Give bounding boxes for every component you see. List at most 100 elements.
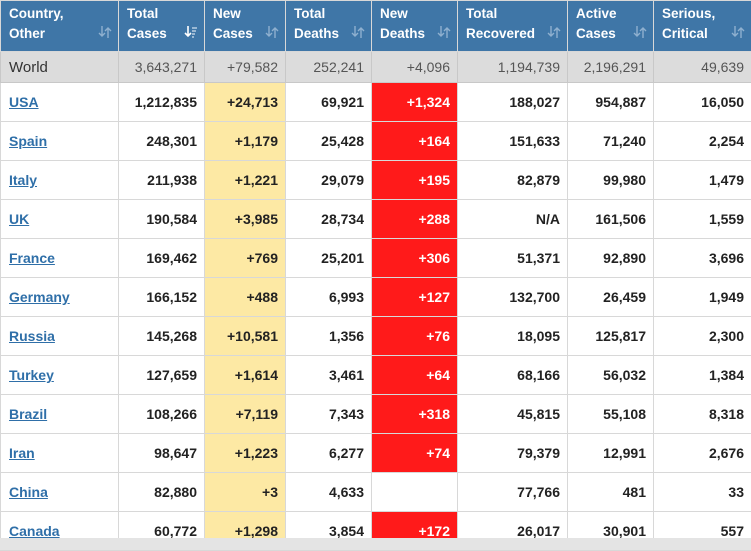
country-name-cell: China: [1, 473, 119, 512]
total-recovered-cell: 151,633: [458, 122, 568, 161]
column-header-new-deaths[interactable]: New Deaths: [372, 1, 458, 52]
total-cases-cell: 98,647: [119, 434, 205, 473]
new-cases-cell: +3: [205, 473, 286, 512]
total-deaths-cell: 25,201: [286, 239, 372, 278]
total-deaths-cell: 28,734: [286, 200, 372, 239]
sort-arrows-icon[interactable]: [265, 24, 279, 40]
column-header-label: Deaths: [294, 26, 339, 41]
new-cases-cell: +7,119: [205, 395, 286, 434]
serious-critical-cell: 2,300: [654, 317, 751, 356]
column-header-label: Critical: [662, 26, 708, 41]
active-cases-cell: 55,108: [568, 395, 654, 434]
column-header-label: Total: [127, 1, 204, 24]
total-deaths-cell: 69,921: [286, 83, 372, 122]
country-link[interactable]: Spain: [9, 133, 47, 149]
total-recovered-cell: 45,815: [458, 395, 568, 434]
country-name-cell: Iran: [1, 434, 119, 473]
serious-critical-cell: 3,696: [654, 239, 751, 278]
new-cases-cell: +1,223: [205, 434, 286, 473]
total-deaths-cell: 25,428: [286, 122, 372, 161]
total-cases-cell: 145,268: [119, 317, 205, 356]
column-header-new-cases[interactable]: New Cases: [205, 1, 286, 52]
country-name-cell: Germany: [1, 278, 119, 317]
sort-arrows-icon[interactable]: [98, 24, 112, 40]
country-link[interactable]: China: [9, 484, 48, 500]
column-header-label: Deaths: [380, 26, 425, 41]
column-header-serious-critical[interactable]: Serious, Critical: [654, 1, 751, 52]
world-active-cases-cell: 2,196,291: [568, 52, 654, 83]
active-cases-cell: 56,032: [568, 356, 654, 395]
new-deaths-cell: +76: [372, 317, 458, 356]
new-cases-cell: +1,179: [205, 122, 286, 161]
country-name-cell: Spain: [1, 122, 119, 161]
column-header-active-cases[interactable]: Active Cases: [568, 1, 654, 52]
new-deaths-cell: +127: [372, 278, 458, 317]
column-header-label: Country,: [9, 1, 118, 24]
active-cases-cell: 71,240: [568, 122, 654, 161]
active-cases-cell: 161,506: [568, 200, 654, 239]
sort-arrows-icon[interactable]: [731, 24, 745, 40]
column-header-label: Serious,: [662, 1, 751, 24]
new-deaths-cell: +74: [372, 434, 458, 473]
total-deaths-cell: 7,343: [286, 395, 372, 434]
total-deaths-cell: 6,993: [286, 278, 372, 317]
total-recovered-cell: 18,095: [458, 317, 568, 356]
country-link[interactable]: Germany: [9, 289, 70, 305]
column-header-label: Recovered: [466, 26, 535, 41]
total-cases-cell: 1,212,835: [119, 83, 205, 122]
country-link[interactable]: USA: [9, 94, 39, 110]
serious-critical-cell: 1,384: [654, 356, 751, 395]
column-header-total-deaths[interactable]: Total Deaths: [286, 1, 372, 52]
column-header-label: Cases: [213, 26, 253, 41]
column-header-total-cases[interactable]: Total Cases: [119, 1, 205, 52]
serious-critical-cell: 2,676: [654, 434, 751, 473]
total-recovered-cell: N/A: [458, 200, 568, 239]
new-deaths-cell: +318: [372, 395, 458, 434]
active-cases-cell: 481: [568, 473, 654, 512]
total-cases-cell: 166,152: [119, 278, 205, 317]
sort-arrows-icon[interactable]: [633, 24, 647, 40]
total-deaths-cell: 3,461: [286, 356, 372, 395]
total-cases-cell: 108,266: [119, 395, 205, 434]
country-link[interactable]: France: [9, 250, 55, 266]
sort-arrows-icon[interactable]: [351, 24, 365, 40]
country-link[interactable]: Italy: [9, 172, 37, 188]
active-cases-cell: 125,817: [568, 317, 654, 356]
country-link[interactable]: Canada: [9, 523, 60, 539]
country-link[interactable]: Brazil: [9, 406, 47, 422]
country-link[interactable]: Iran: [9, 445, 35, 461]
country-link[interactable]: UK: [9, 211, 29, 227]
total-recovered-cell: 82,879: [458, 161, 568, 200]
world-total-deaths-cell: 252,241: [286, 52, 372, 83]
new-cases-cell: +1,221: [205, 161, 286, 200]
column-header-label: New: [380, 1, 457, 24]
total-recovered-cell: 51,371: [458, 239, 568, 278]
active-cases-cell: 99,980: [568, 161, 654, 200]
world-serious-critical-cell: 49,639: [654, 52, 751, 83]
column-header-total-recovered[interactable]: Total Recovered: [458, 1, 568, 52]
sort-descending-icon[interactable]: [184, 24, 198, 40]
new-deaths-cell: +64: [372, 356, 458, 395]
country-name-cell: UK: [1, 200, 119, 239]
total-deaths-cell: 29,079: [286, 161, 372, 200]
horizontal-scrollbar[interactable]: [0, 538, 751, 550]
serious-critical-cell: 33: [654, 473, 751, 512]
new-cases-cell: +1,614: [205, 356, 286, 395]
sort-arrows-icon[interactable]: [547, 24, 561, 40]
world-total-recovered-cell: 1,194,739: [458, 52, 568, 83]
country-link[interactable]: Turkey: [9, 367, 54, 383]
country-link[interactable]: Russia: [9, 328, 55, 344]
new-deaths-cell: [372, 473, 458, 512]
serious-critical-cell: 1,479: [654, 161, 751, 200]
total-recovered-cell: 77,766: [458, 473, 568, 512]
sort-arrows-icon[interactable]: [437, 24, 451, 40]
total-recovered-cell: 188,027: [458, 83, 568, 122]
new-deaths-cell: +306: [372, 239, 458, 278]
column-header-label: Other: [9, 26, 45, 41]
column-header-country[interactable]: Country, Other: [1, 1, 119, 52]
active-cases-cell: 954,887: [568, 83, 654, 122]
